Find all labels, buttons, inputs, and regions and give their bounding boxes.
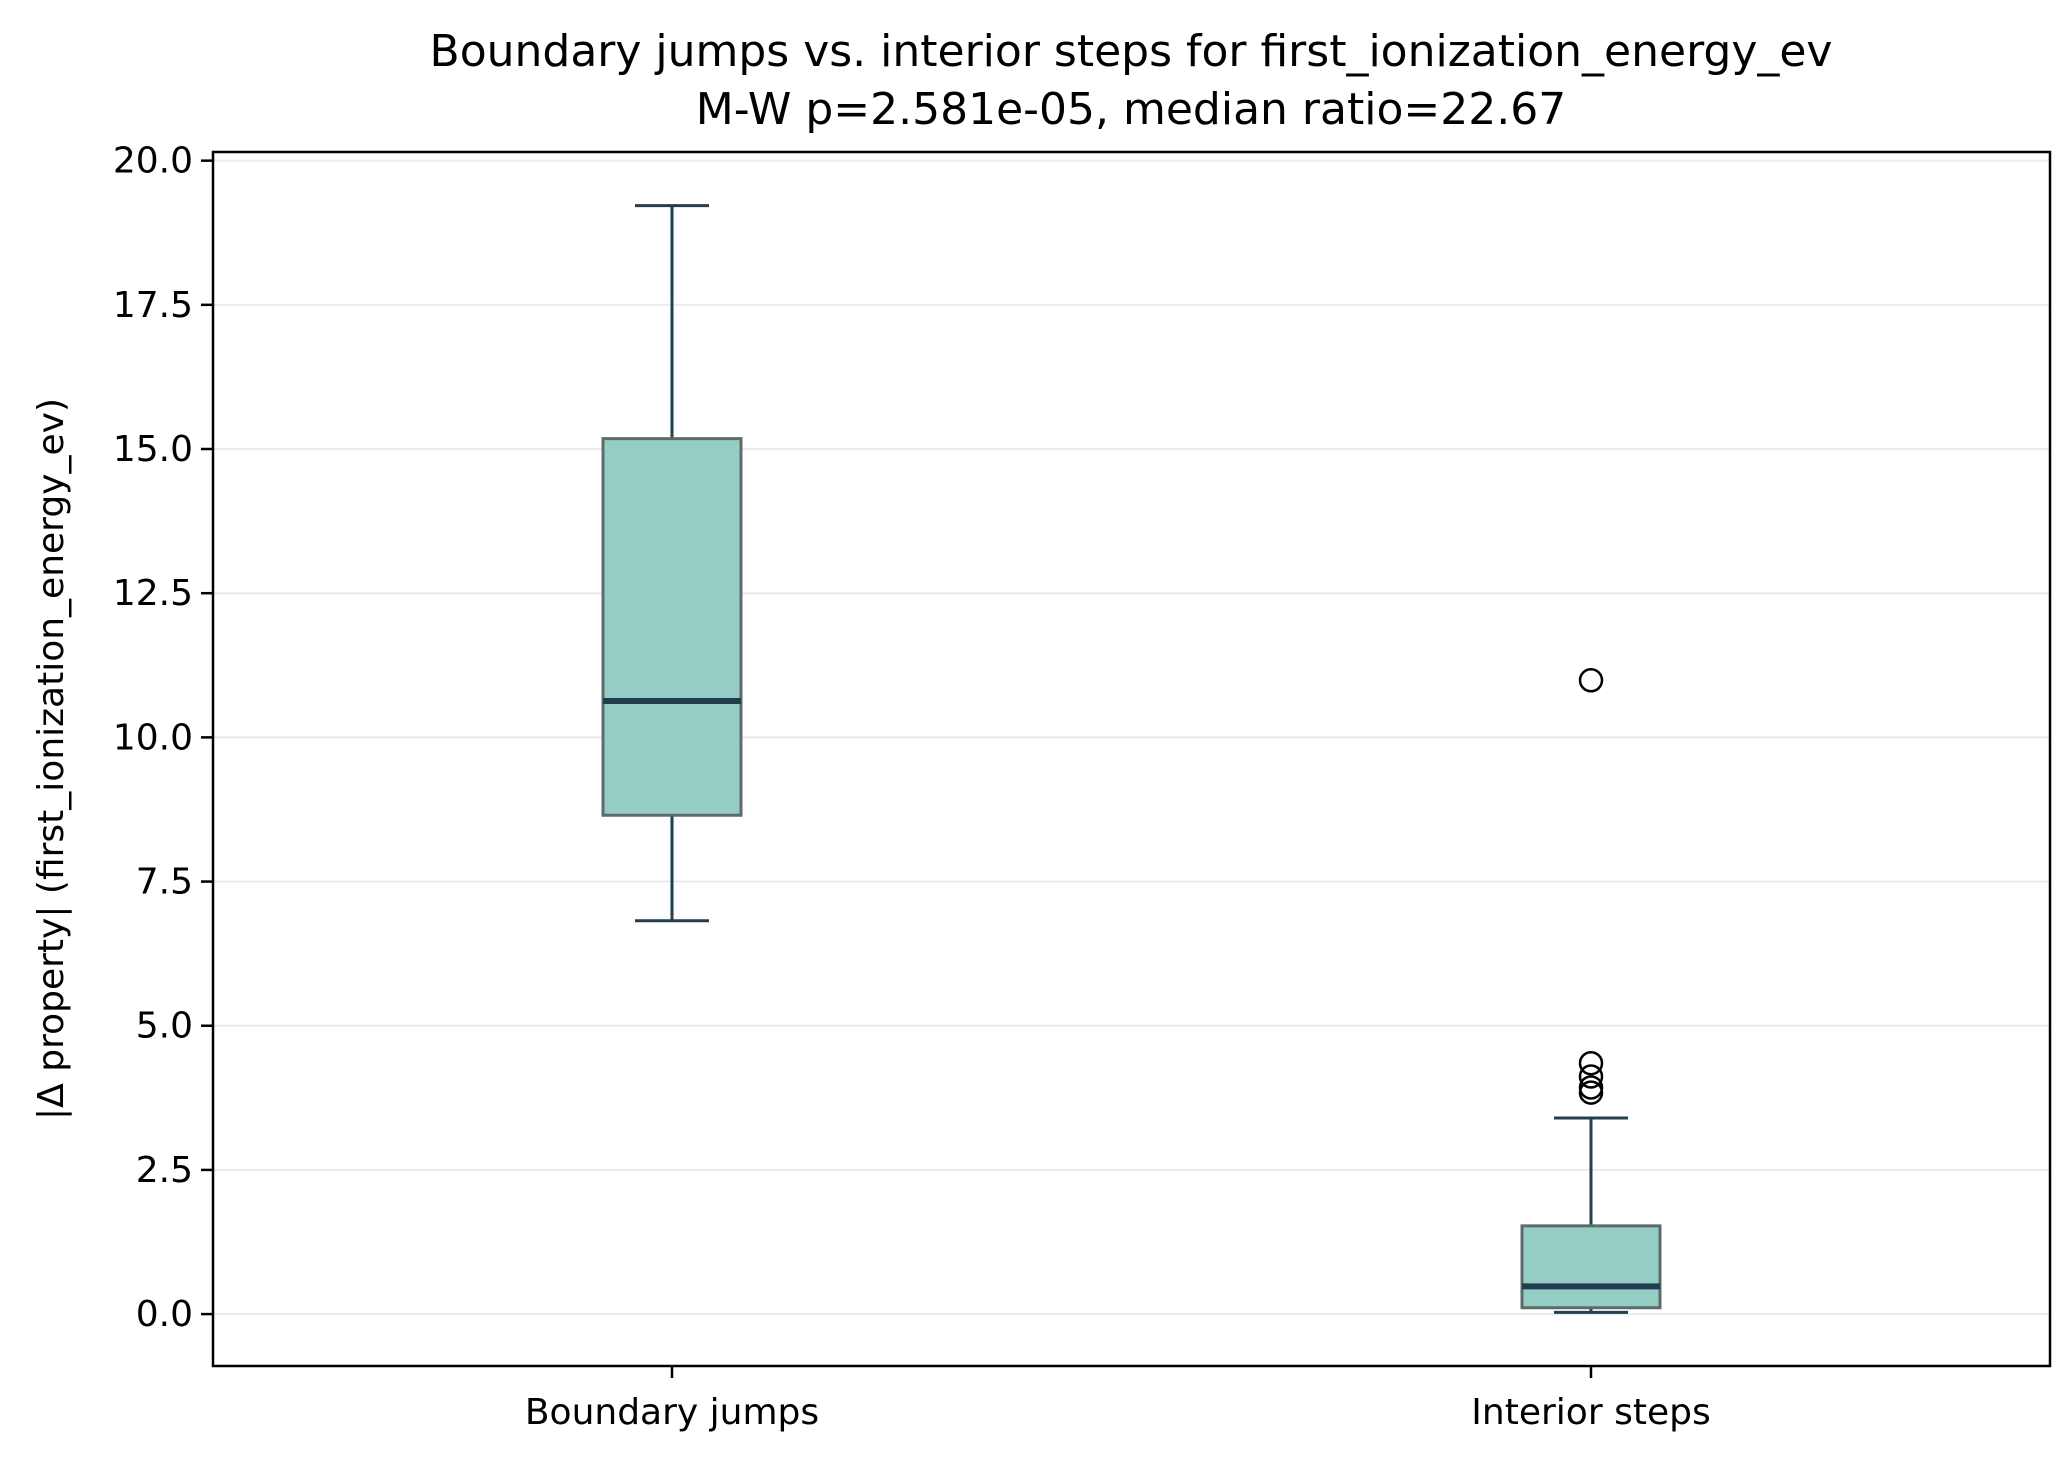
y-tick-label: 20.0 — [113, 141, 193, 182]
x-tick-label: Boundary jumps — [525, 1392, 819, 1433]
tick-layer: 0.0 2.5 5.0 7.5 10.0 12.5 15.0 17.5 20.0 Boundary… — [113, 141, 1711, 1433]
y-tick-label: 12.5 — [113, 573, 193, 614]
y-tick-label: 0.0 — [136, 1294, 193, 1335]
y-axis-label: |Δ property| (first_ionization_energy_ev… — [31, 398, 72, 1120]
y-tick-label: 15.0 — [113, 429, 193, 470]
plot-area-frame — [211, 150, 2052, 1368]
x-tick-label: Interior steps — [1471, 1392, 1710, 1433]
box-boundary-jumps — [601, 204, 743, 923]
outlier-point — [1578, 1064, 1604, 1089]
y-tick-label: 17.5 — [113, 285, 193, 326]
grid-layer — [213, 159, 2050, 1316]
y-tick-label: 10.0 — [113, 717, 193, 758]
y-tick-label: 7.5 — [136, 862, 193, 903]
outlier-point — [1578, 1050, 1604, 1076]
iqr-box — [601, 437, 743, 817]
outlier-point — [1578, 668, 1604, 693]
y-tick-label: 2.5 — [136, 1150, 193, 1191]
chart-subtitle: M-W p=2.581e-05, median ratio=22.67 — [696, 84, 1566, 135]
y-tick-label: 5.0 — [136, 1006, 193, 1047]
outlier-point — [1578, 1080, 1604, 1105]
box-layer — [601, 204, 1662, 1314]
chart-title: Boundary jumps vs. interior steps for fi… — [430, 26, 1833, 77]
iqr-box — [1520, 1224, 1662, 1310]
box-interior-steps — [1520, 668, 1662, 1314]
